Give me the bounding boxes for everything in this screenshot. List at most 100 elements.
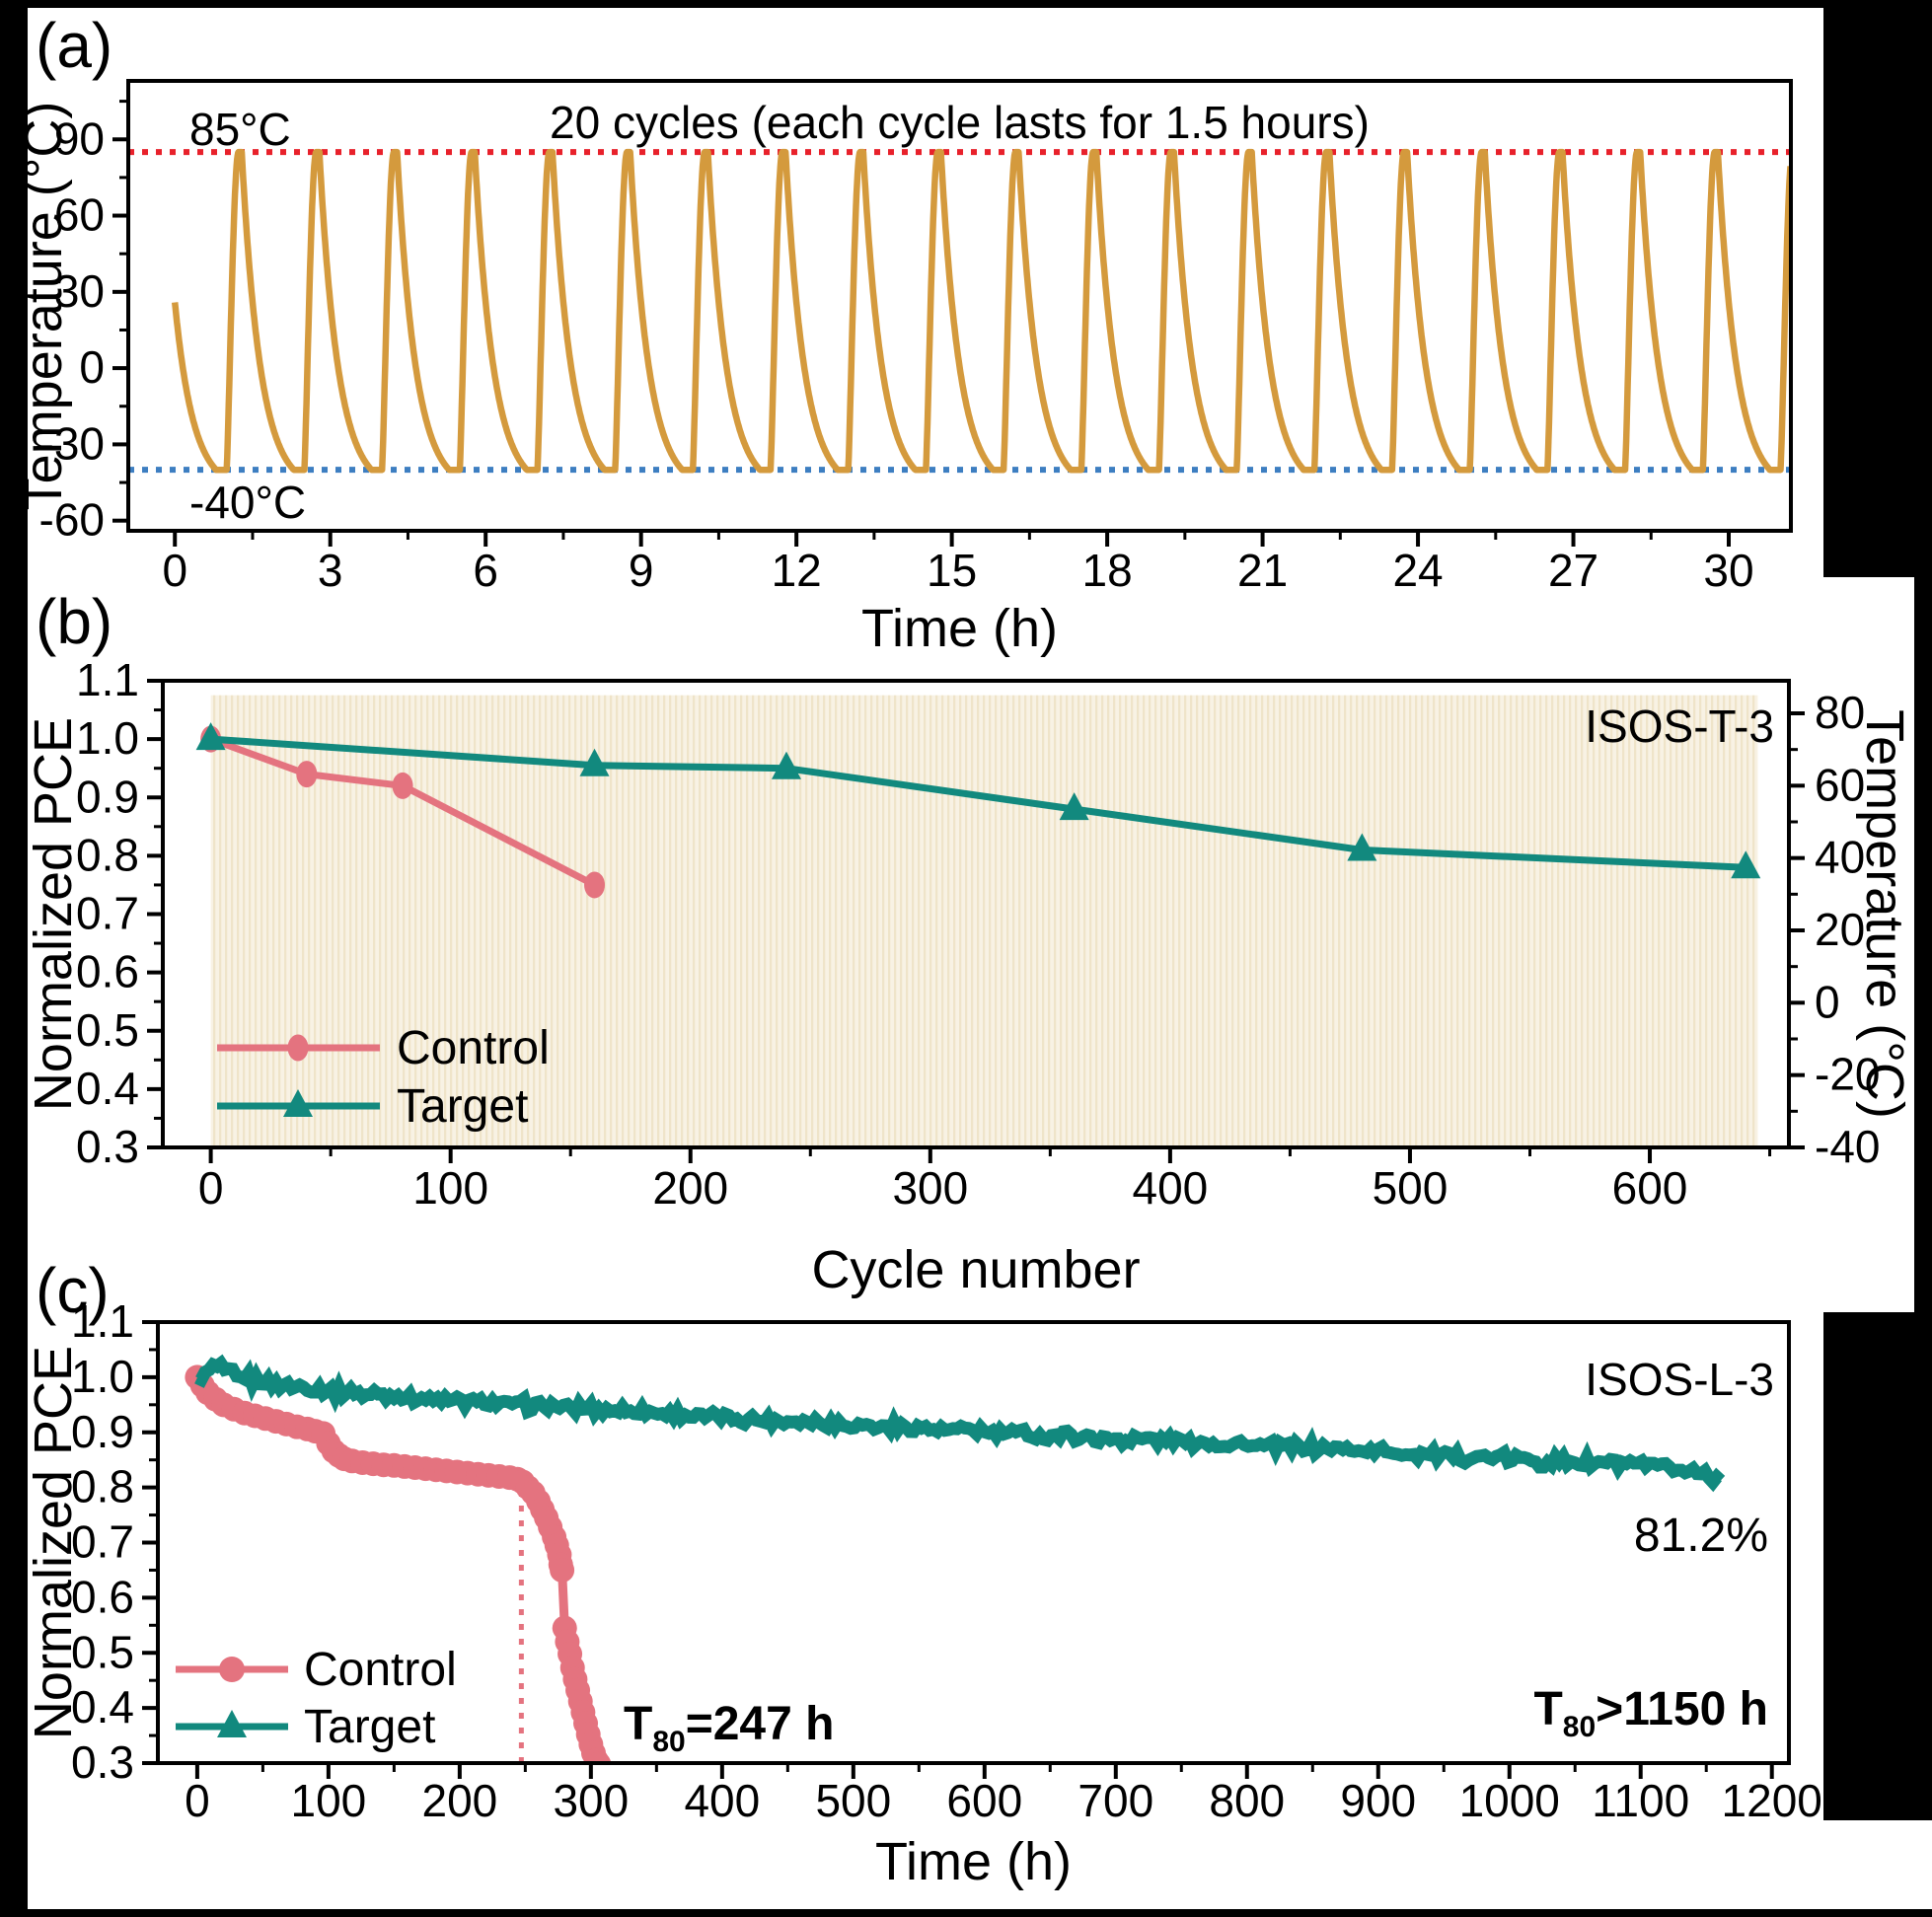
x-tick-label: 400 [684, 1775, 760, 1826]
legend-item-target: Target [217, 1080, 528, 1133]
panel-c-plot-area [185, 1354, 1726, 1763]
target-marker [579, 748, 610, 776]
y-axis-label: Normalized PCE [24, 717, 83, 1111]
x-axis-label: Cycle number [811, 1240, 1140, 1299]
y-tick-label: 0.5 [76, 1004, 139, 1056]
y-tick-label: 1.1 [71, 1295, 134, 1347]
x-tick-label: 700 [1077, 1775, 1153, 1826]
x-tick-label: 1200 [1722, 1775, 1822, 1826]
y-tick-label: 0.4 [71, 1681, 134, 1733]
corner-label: ISOS-T-3 [1585, 700, 1774, 752]
x-tick-label: 300 [892, 1162, 968, 1214]
panel-b: (b)0 100 200 300 400 500 6001.11.00.90.80.70.6… [24, 586, 1914, 1299]
x-tick-label: 1100 [1592, 1775, 1689, 1826]
control-marker [584, 871, 606, 899]
chart-title: 20 cycles (each cycle lasts for 1.5 hour… [550, 97, 1370, 148]
y-tick-label: 0.9 [71, 1406, 134, 1457]
x-axis-label: Time (h) [861, 599, 1058, 658]
x-tick-label: 1000 [1459, 1775, 1560, 1826]
t80-pre: T [1533, 1683, 1562, 1735]
right-y-tick-label: 60 [1815, 759, 1865, 810]
x-tick-label: 24 [1392, 545, 1443, 596]
right-y-tick-label: 80 [1815, 687, 1865, 738]
y-tick-label: 30 [54, 265, 105, 317]
y-tick-label: 1.1 [76, 654, 139, 705]
y-tick-label: 90 [54, 112, 105, 164]
x-tick-label: 0 [198, 1162, 224, 1214]
control-marker [586, 1751, 612, 1763]
y-tick-label: 0.9 [76, 771, 139, 822]
y-tick-label: -30 [39, 417, 105, 469]
target-marker [195, 722, 226, 751]
right-y-tick-label: -40 [1815, 1121, 1880, 1172]
y-tick-label: 0.7 [71, 1516, 134, 1568]
target-marker [1347, 833, 1377, 861]
right-y-tick-label: 0 [1815, 976, 1840, 1027]
x-tick-label: 500 [1373, 1162, 1449, 1214]
y-tick-label: 0.7 [76, 888, 139, 939]
x-tick-label: 800 [1209, 1775, 1285, 1826]
x-tick-label: 600 [1612, 1162, 1688, 1214]
legend-control-marker [287, 1034, 309, 1062]
control-series-line [209, 735, 597, 889]
x-tick-label: 600 [946, 1775, 1022, 1826]
target-marker [1731, 850, 1761, 879]
legend-item-control: Control [176, 1644, 457, 1696]
x-tick-label: 0 [162, 545, 187, 596]
right-y-axis-label: Temperature (°C) [1855, 709, 1914, 1119]
t80-sub: 80 [652, 1726, 685, 1758]
legend-label: Control [304, 1644, 457, 1696]
x-tick-label: 6 [473, 545, 498, 596]
t80-target-annotation: T80>1150 h [1533, 1683, 1768, 1743]
x-tick-label: 15 [927, 545, 977, 596]
x-tick-label: 100 [291, 1775, 367, 1826]
control-marker [550, 1557, 575, 1583]
panel-c: (c) 0 100 200 300 400 500 600 700 800 900 1000 1100 1… [24, 1255, 1822, 1891]
y-tick-label: 0.5 [71, 1626, 134, 1677]
right-y-tick-label: -20 [1815, 1049, 1880, 1100]
legend-target-marker [217, 1710, 247, 1737]
axis-box [126, 79, 1793, 533]
y-tick-label: 0.3 [76, 1121, 139, 1172]
t80-control-annotation: T80=247 h [624, 1698, 834, 1758]
panel-letter: (a) [36, 10, 112, 81]
x-tick-label: 500 [815, 1775, 891, 1826]
panel-letter: (b) [36, 586, 112, 657]
hot-reference-label: 85°C [189, 104, 291, 155]
x-axis-label: Time (h) [875, 1832, 1072, 1891]
bottom-margin-background [28, 1820, 1932, 1909]
x-tick-label: 3 [318, 545, 343, 596]
x-tick-label: 100 [412, 1162, 488, 1214]
y-tick-label: 0.6 [71, 1571, 134, 1622]
target-marker [1059, 792, 1089, 821]
y-tick-label: 0.8 [71, 1461, 134, 1512]
t80-post: >1150 h [1596, 1683, 1768, 1735]
x-tick-label: 27 [1548, 545, 1598, 596]
x-tick-label: 30 [1703, 545, 1753, 596]
temperature-curve [171, 148, 1791, 474]
corner-label: ISOS-L-3 [1585, 1354, 1774, 1405]
legend-item-target: Target [176, 1701, 435, 1753]
x-tick-label: 21 [1237, 545, 1288, 596]
y-tick-label: 0.4 [76, 1063, 139, 1114]
x-tick-label: 200 [652, 1162, 728, 1214]
panel-letter: (c) [36, 1255, 110, 1326]
x-tick-label: 18 [1082, 545, 1133, 596]
x-tick-label: 12 [772, 545, 822, 596]
right-y-tick-label: 20 [1815, 904, 1865, 955]
y-axis-label: Normalized PCE [24, 1346, 83, 1739]
y-axis-label: Temperature (°C) [14, 102, 73, 511]
legend-target-marker [283, 1089, 313, 1117]
cycling-shaded-region [210, 695, 1758, 1147]
panel-b-plot-area [195, 695, 1761, 1147]
right-y-tick-label: 40 [1815, 832, 1865, 883]
y-tick-label: -60 [39, 494, 105, 546]
y-tick-label: 1.0 [71, 1351, 134, 1402]
control-marker [392, 772, 413, 799]
legend-label: Target [397, 1080, 528, 1133]
panel-a: (a) 0 3 6 9 12 15 18 21 24 27 30 90 60 30 0 -30 -60 20 cyc… [14, 10, 1793, 658]
legend-item-control: Control [217, 1022, 550, 1074]
